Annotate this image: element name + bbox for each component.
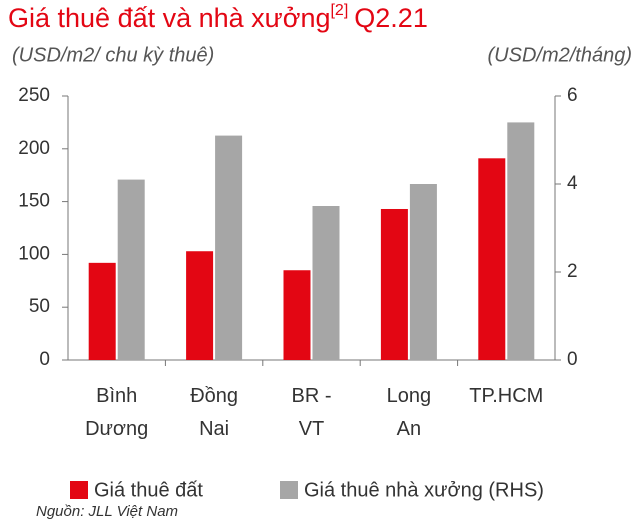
bar <box>117 179 145 360</box>
bar <box>88 262 116 360</box>
legend-swatch <box>280 481 298 499</box>
y-tick-label: 0 <box>39 349 50 370</box>
bar <box>380 208 408 360</box>
bar <box>283 270 311 360</box>
y-tick-label: 50 <box>29 296 50 317</box>
bar <box>215 135 243 360</box>
y-tick-label: 200 <box>18 138 50 159</box>
y2-tick-label: 0 <box>567 349 578 370</box>
x-tick-label: BR - VT <box>291 385 332 440</box>
title-superscript: [2] <box>330 2 348 19</box>
y-tick-label: 250 <box>18 85 50 106</box>
y-tick-label: 100 <box>18 243 50 264</box>
x-tick-label: Bình Dương <box>85 385 149 440</box>
title-suffix: Q2.21 <box>354 3 428 33</box>
y-axis-label: (USD/m2/ chu kỳ thuê) <box>12 44 214 66</box>
bar <box>312 206 340 360</box>
bar <box>507 122 535 361</box>
y-tick-label: 150 <box>18 191 50 212</box>
y2-tick-label: 2 <box>567 261 578 282</box>
x-tick-label: Long An <box>386 385 432 440</box>
source: Nguồn: JLL Việt Nam <box>36 503 178 520</box>
y2-tick-label: 6 <box>567 85 578 106</box>
y2-axis-label: (USD/m2/tháng) <box>488 44 633 66</box>
title-main: Giá thuê đất và nhà xưởng <box>8 3 330 33</box>
legend-swatch <box>70 481 88 499</box>
bar <box>478 158 506 360</box>
legend-label: Giá thuê nhà xưởng (RHS) <box>304 479 544 501</box>
bar <box>186 251 214 360</box>
bar <box>409 184 437 360</box>
chart-title: Giá thuê đất và nhà xưởng[2] Q2.21 <box>8 2 428 33</box>
legend-label: Giá thuê đất <box>94 479 203 501</box>
x-tick-label: Đồng Nai <box>190 385 238 440</box>
y2-tick-label: 4 <box>567 173 578 194</box>
x-tick-label: TP.HCM <box>469 385 544 407</box>
